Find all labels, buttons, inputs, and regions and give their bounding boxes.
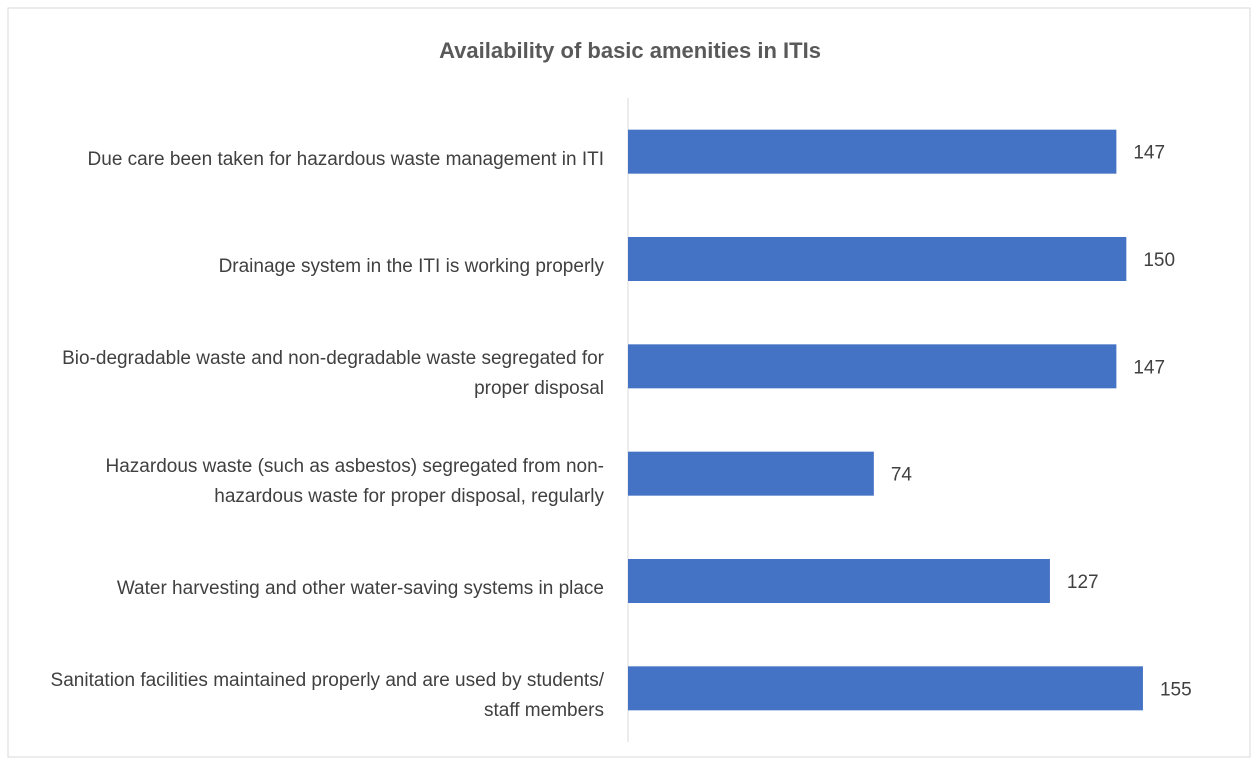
bar [628, 344, 1117, 389]
value-label: 147 [1133, 143, 1165, 164]
category-label: Bio-degradable waste and non-degradable … [62, 348, 604, 400]
category-label: Water harvesting and other water-saving … [116, 578, 604, 599]
value-label: 155 [1160, 679, 1192, 700]
category-label: Due care been taken for hazardous waste … [87, 148, 604, 170]
value-label: 150 [1143, 250, 1175, 271]
value-label: 147 [1133, 357, 1165, 378]
category-label: Sanitation facilities maintained properl… [50, 670, 604, 722]
chart-title: Availability of basic amenities in ITIs [439, 38, 821, 63]
bar [628, 559, 1050, 603]
bar [628, 451, 874, 496]
value-label: 74 [891, 465, 913, 486]
bar [628, 666, 1143, 711]
bar [628, 129, 1117, 174]
category-label: Drainage system in the ITI is working pr… [218, 256, 604, 277]
category-label: Hazardous waste (such as asbestos) segre… [105, 455, 604, 507]
value-label: 127 [1067, 572, 1099, 593]
bar [628, 237, 1127, 281]
